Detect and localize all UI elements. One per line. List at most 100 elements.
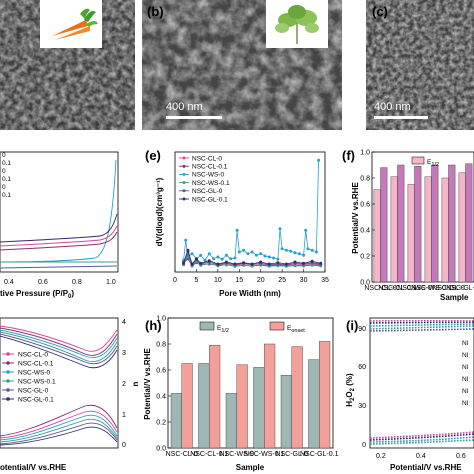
bar [424, 176, 432, 283]
data-point [207, 252, 211, 256]
x-tick-label: 0.4 [4, 279, 14, 286]
carrot-icon [40, 0, 102, 48]
legend-swatch-e12 [199, 321, 215, 331]
legend-marker [6, 352, 10, 356]
data-point [280, 247, 284, 251]
scale-bar-c [374, 116, 428, 119]
legend-marker [6, 379, 10, 383]
data-point [276, 257, 280, 261]
x-tick-label: 0.4 [416, 453, 426, 460]
bar [181, 363, 193, 449]
data-point [224, 260, 228, 264]
bar [225, 393, 237, 449]
x-category-label: NSC-CL-0 [166, 451, 198, 458]
data-point [254, 253, 258, 257]
legend-fragment: 0 [2, 184, 6, 191]
y-tick-label: 1.0 [156, 315, 166, 322]
x-axis-label-i: Potential/V vs.RHE [390, 463, 462, 472]
bar [236, 364, 248, 449]
data-point [310, 248, 314, 252]
bar [441, 177, 449, 283]
x-tick-label: 25 [278, 277, 286, 284]
x-tick-label: 35 [321, 277, 329, 284]
bar [397, 164, 405, 283]
data-point [310, 263, 314, 267]
legend-label: NSC-WS-0.1 [192, 180, 230, 187]
data-point [235, 228, 239, 232]
data-point [242, 261, 246, 265]
x-category-label: NSC-GL-0 [432, 285, 465, 292]
x-tick-label: 0.6 [38, 279, 48, 286]
legend-fragment: 0.1 [2, 192, 11, 199]
y-tick-right: 1 [122, 412, 126, 419]
x-category-label: NSC-GL-0.1 [446, 285, 474, 292]
bar [373, 189, 381, 283]
panel-i-legend: NI NI NI NI NI NI [462, 340, 469, 407]
panel-f: (f) 0.0 0.2 0.4 0.6 0.8 1.0 NSC-CL-0NSC-CL-0.… [342, 148, 474, 302]
panel-i: (i) 0 30 60 90 0.2 0.4 0.6 NI NI NI [345, 317, 474, 472]
legend-fragment: NI [462, 400, 469, 407]
x-axis-label-h: Sample [236, 463, 265, 472]
bar [291, 346, 303, 449]
bar [253, 367, 265, 449]
legend-swatch-eonset [269, 321, 285, 331]
x-category-label: NSC-CL-0 [364, 285, 396, 292]
y-tick-label: 0.4 [360, 227, 370, 234]
legend-label: NSC-CL-0 [18, 351, 48, 358]
bar [458, 172, 466, 283]
data-point [289, 249, 293, 253]
legend-swatch-e12 [411, 156, 425, 165]
data-point [246, 252, 250, 256]
panel-g-right-axis: 0 1 2 3 4 n [122, 319, 140, 449]
legend-label: NSC-GL-0.1 [192, 196, 228, 203]
legend-label: NSC-GL-0.1 [18, 396, 54, 403]
legend-marker [182, 197, 186, 201]
legend-fragment: 0 [2, 168, 6, 175]
y-axis-label-e: dV(dlogd)(cm³g⁻¹) [155, 177, 164, 246]
data-point [250, 262, 254, 266]
bar [390, 176, 398, 283]
legend-fragment: NI [462, 388, 469, 395]
data-point [278, 227, 282, 231]
data-point [229, 257, 233, 261]
panel-h-xcats: NSC-CL-0NSC-CL-0.1NSC-WS-0NSC-WS-0.1NSC-… [166, 451, 339, 458]
y-axis-label-i: H2O2 (%) [345, 373, 356, 407]
data-point [297, 252, 301, 256]
panel-i-frame [369, 317, 474, 449]
data-point [267, 262, 271, 266]
panel-h-bars [170, 341, 331, 449]
data-point [276, 261, 280, 265]
x-category-label: NSC-CL-0.1 [378, 285, 416, 292]
data-point [233, 262, 237, 266]
bar [209, 345, 221, 449]
x-category-label: NSC-GL-0 [275, 451, 308, 458]
bar [448, 164, 456, 283]
data-point [186, 248, 190, 252]
y-tick-label: 0.8 [360, 175, 370, 182]
legend-label-e12: E1/2 [217, 325, 229, 334]
data-point [199, 253, 203, 257]
panel-h-frame [167, 317, 334, 449]
legend-fragment: NI [462, 364, 469, 371]
legend-label: NSC-GL-0 [18, 387, 49, 394]
panel-label-b: (b) [147, 4, 164, 19]
panel-d-frame [0, 151, 119, 273]
data-point [267, 255, 271, 259]
x-tick-label: 20 [257, 277, 265, 284]
data-point [220, 257, 224, 261]
x-axis-label-d: tive Pressure (P/P0) [0, 289, 74, 300]
scale-bar-b [166, 116, 222, 119]
data-point [310, 259, 314, 263]
data-point [284, 248, 288, 252]
panel-d: 0 0.1 0 0.1 0 0.1 0.4 0.6 0.8 1.0 tive P… [0, 151, 119, 300]
legend-fragment: 0.1 [2, 176, 11, 183]
panel-f-bars [373, 163, 473, 283]
panel-e: (e) 0 5 10 15 20 25 30 35 Pore Width (nm) dV(dl… [145, 148, 329, 298]
bar [465, 163, 473, 283]
legend-label: NSC-WS-0.1 [18, 378, 56, 385]
legend-marker [6, 370, 10, 374]
legend-fragment: NI [462, 352, 469, 359]
y-tick-label: 0.6 [156, 367, 166, 374]
y-tick-right: 0 [122, 442, 126, 449]
